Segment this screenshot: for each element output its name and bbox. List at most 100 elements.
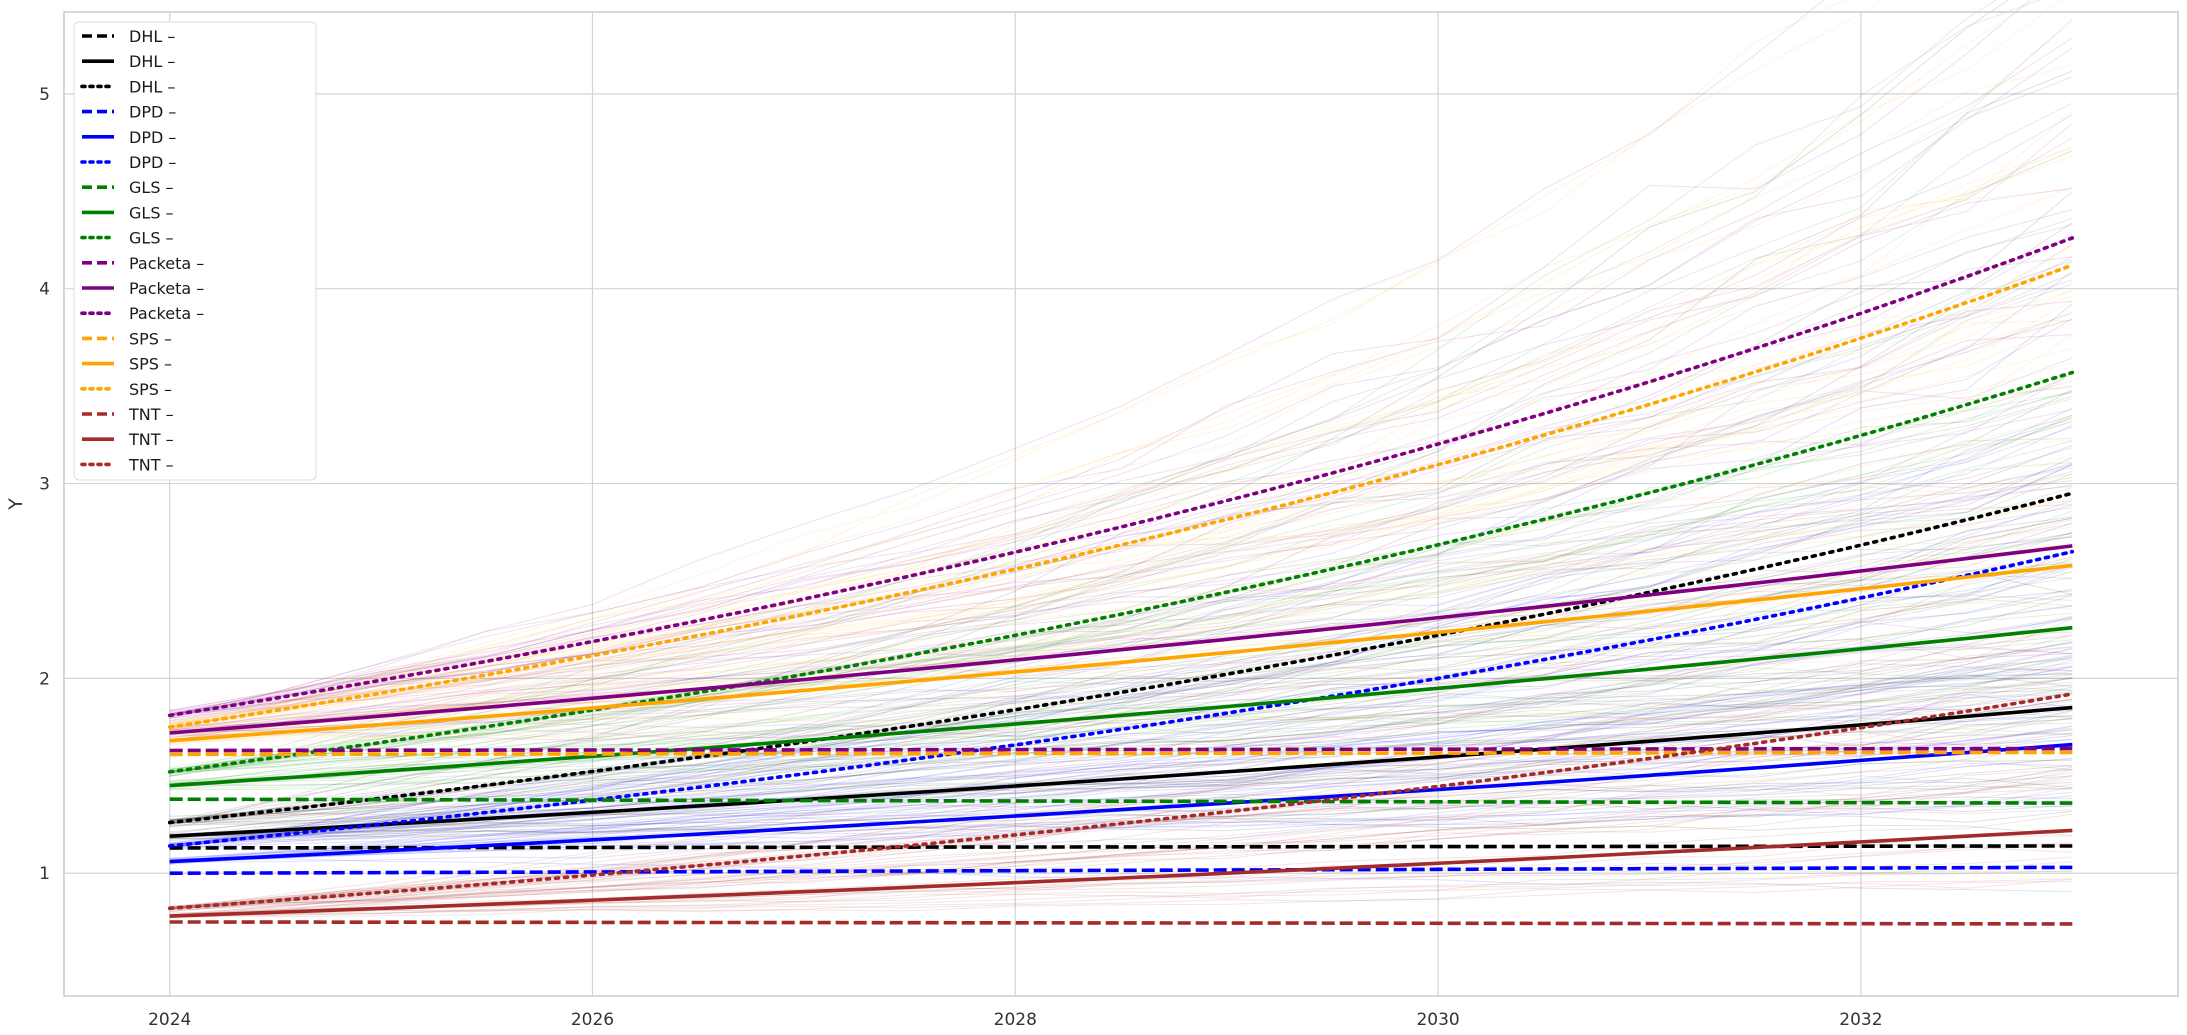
simulation-path [169, 615, 2073, 908]
simulation-path [169, 735, 2073, 838]
simulation-path [169, 663, 2073, 735]
simulation-path [169, 300, 2073, 719]
simulation-path [169, 416, 2073, 740]
simulation-path [169, 485, 2073, 742]
simulation-path [169, 549, 2073, 741]
simulation-path [169, 861, 2073, 916]
legend: DHL – DHL – DHL – DPD – DPD – DPD – GLS – GLS –… [73, 21, 317, 481]
grid [64, 12, 2178, 996]
simulation-path [169, 387, 2073, 724]
series-line [167, 491, 2075, 825]
simulation-path [169, 627, 2073, 908]
simulation-path [169, 256, 2073, 716]
simulation-path [169, 562, 2073, 743]
series-line [169, 705, 2073, 838]
simulation-path [169, 673, 2073, 821]
simulation-path [169, 470, 2073, 844]
simulation-path [169, 395, 2073, 734]
simulation-path [169, 111, 2073, 728]
simulation-path [169, 558, 2073, 822]
y-tick-label: 4 [39, 280, 50, 300]
simulation-path [169, 319, 2073, 734]
x-tick-label: 2028 [994, 1010, 1037, 1030]
simulation-path [169, 743, 2073, 917]
simulation-path [169, 418, 2073, 849]
simulation-path [169, 0, 1847, 726]
simulation-path [169, 273, 2073, 715]
simulation-path [169, 881, 2073, 917]
simulation-path [169, 155, 2073, 728]
series-lines [167, 236, 2075, 926]
simulation-path [169, 804, 2073, 840]
simulation-path [169, 283, 2073, 774]
simulation-path [169, 633, 2073, 909]
simulation-path [169, 772, 2073, 910]
simulation-path [169, 217, 2073, 718]
simulation-path [169, 64, 2073, 727]
y-axis-label: Y [5, 498, 27, 511]
simulation-path [169, 271, 2073, 844]
simulation-path [169, 842, 2073, 918]
simulation-path [169, 786, 2073, 911]
simulation-path [169, 878, 2073, 918]
simulation-path [169, 674, 2073, 824]
series-line [169, 544, 2073, 735]
simulation-path [169, 279, 2073, 715]
simulation-path [169, 480, 2073, 722]
simulation-path [169, 222, 2073, 822]
simulation-path [169, 414, 2073, 773]
simulation-path [169, 699, 2073, 838]
simulation-path [169, 765, 2073, 838]
simulation-path [169, 424, 2073, 846]
simulation-path [169, 186, 2073, 724]
legend-label: GLS – [129, 178, 174, 197]
simulation-path [169, 519, 2073, 909]
simulation-path [169, 313, 2073, 729]
simulation-path [169, 720, 2073, 784]
simulation-path [169, 768, 2073, 909]
simulation-path [169, 630, 2073, 741]
series-line [169, 920, 2073, 926]
y-tick-label: 2 [39, 669, 50, 689]
simulation-path [169, 209, 2073, 721]
legend-label: TNT – [128, 405, 174, 424]
simulation-path [169, 691, 2073, 787]
simulation-path [169, 295, 2073, 727]
simulation-path [169, 21, 2073, 731]
simulation-path [169, 146, 2073, 726]
simulation-path [169, 392, 2073, 777]
legend-label: DHL – [129, 27, 175, 46]
simulation-path [169, 778, 2073, 910]
simulation-path [169, 187, 2073, 716]
series-line [167, 236, 2075, 718]
simulation-path [169, 685, 2073, 791]
simulation-path [169, 677, 2073, 787]
simulation-path [169, 562, 2073, 787]
simulation-path [169, 570, 2073, 828]
simulation-path [169, 500, 2073, 848]
simulation-path [169, 122, 2073, 716]
legend-label: DPD – [129, 103, 176, 122]
legend-label: DHL – [129, 52, 175, 71]
simulation-path [169, 738, 2073, 849]
simulation-path [169, 655, 2073, 772]
simulation-path [169, 616, 2073, 847]
simulation-path [169, 47, 2073, 720]
simulation-path [169, 102, 2073, 774]
simulation-path [169, 464, 2073, 823]
simulation-path [169, 588, 2073, 848]
legend-label: DHL – [129, 77, 175, 96]
simulation-path [169, 462, 2073, 788]
series-line [169, 828, 2073, 918]
legend-label: SPS – [129, 380, 172, 399]
simulation-path [169, 783, 2073, 910]
simulation-path [169, 37, 2073, 712]
simulation-path [169, 693, 2073, 846]
simulation-path [169, 150, 2073, 730]
x-tick-label: 2032 [1839, 1010, 1882, 1030]
series-line [169, 797, 2073, 805]
simulation-path [169, 648, 2073, 846]
series-line [167, 370, 2075, 774]
legend-label: SPS – [129, 355, 172, 374]
legend-label: Packeta – [129, 304, 204, 323]
